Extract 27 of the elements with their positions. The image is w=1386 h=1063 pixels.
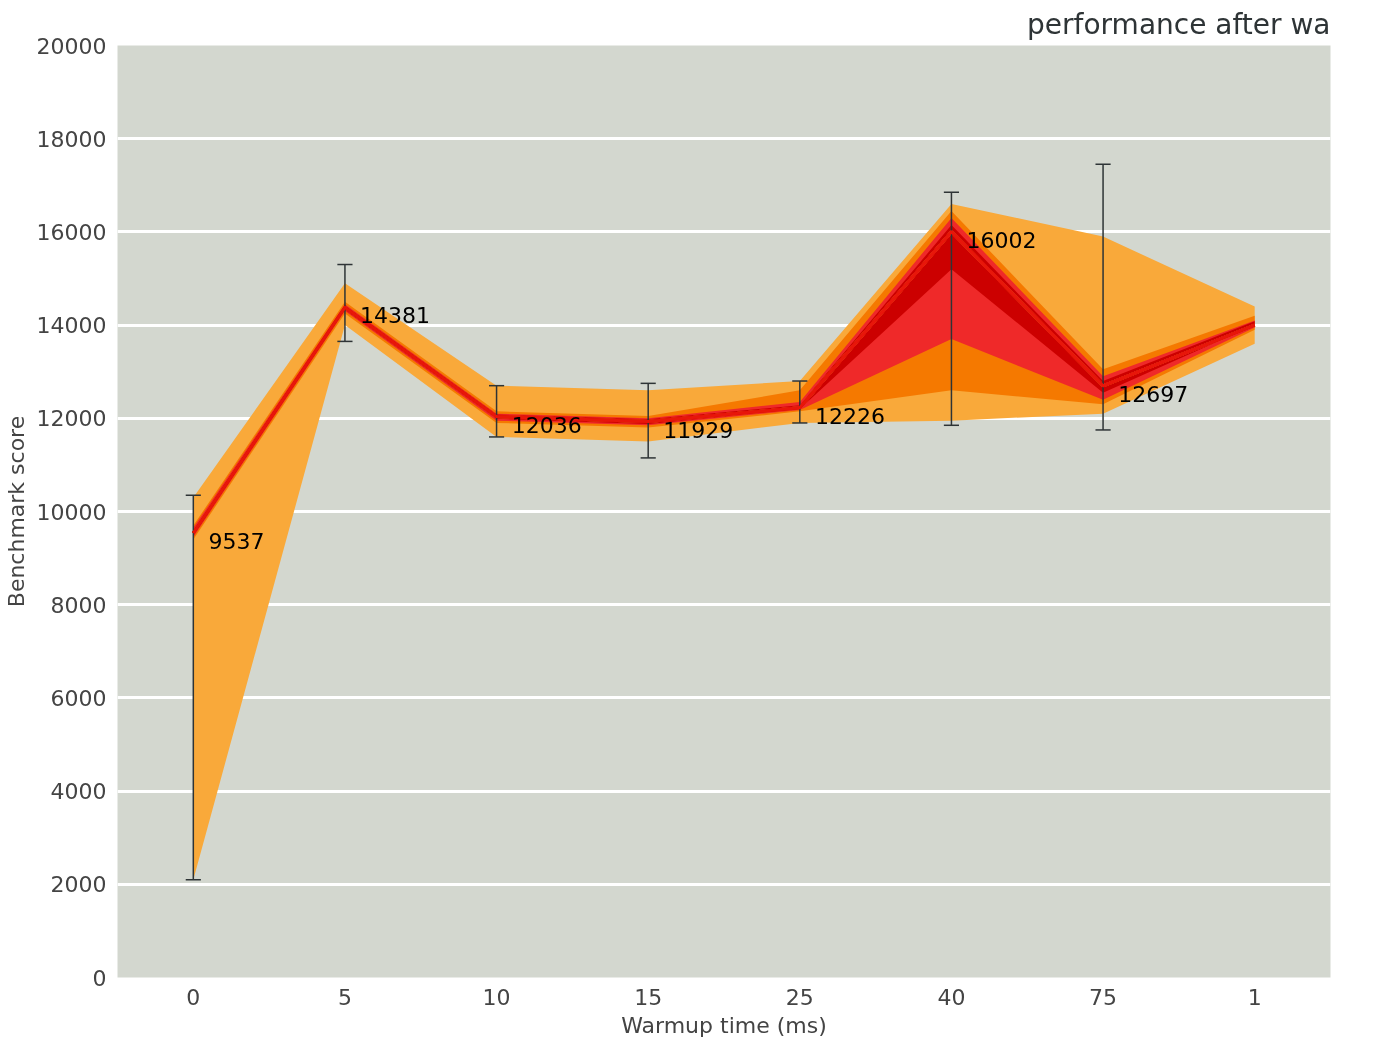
y-tick-label: 12000	[36, 406, 107, 432]
data-label: 12036	[511, 412, 582, 438]
y-tick-label: 16000	[36, 219, 107, 245]
y-tick-label: 6000	[50, 685, 107, 711]
x-tick-label: 5	[337, 984, 352, 1010]
data-label: 9537	[208, 529, 265, 555]
x-tick-label: 0	[186, 984, 201, 1010]
y-tick-label: 4000	[50, 779, 107, 805]
x-tick-label: 15	[634, 984, 663, 1010]
y-tick-label: 10000	[36, 499, 107, 525]
x-tick-label: 75	[1089, 984, 1118, 1010]
data-label: 16002	[966, 227, 1037, 253]
x-tick-label: 25	[785, 984, 814, 1010]
data-label: 11929	[663, 417, 734, 443]
y-axis-title: Benchmark score	[3, 415, 29, 608]
y-tick-label: 8000	[50, 592, 107, 618]
chart-title: performance after wa	[1027, 7, 1331, 41]
y-tick-label: 0	[92, 965, 107, 991]
x-axis-title: Warmup time (ms)	[621, 1012, 827, 1038]
y-tick-label: 18000	[36, 126, 107, 152]
x-tick-label: 40	[937, 984, 966, 1010]
y-tick-label: 14000	[36, 313, 107, 339]
x-tick-label: 10	[482, 984, 511, 1010]
data-label: 12226	[814, 403, 885, 429]
x-tick-label: 1	[1247, 984, 1262, 1010]
y-tick-label: 2000	[50, 872, 107, 898]
y-tick-label: 20000	[36, 33, 107, 59]
